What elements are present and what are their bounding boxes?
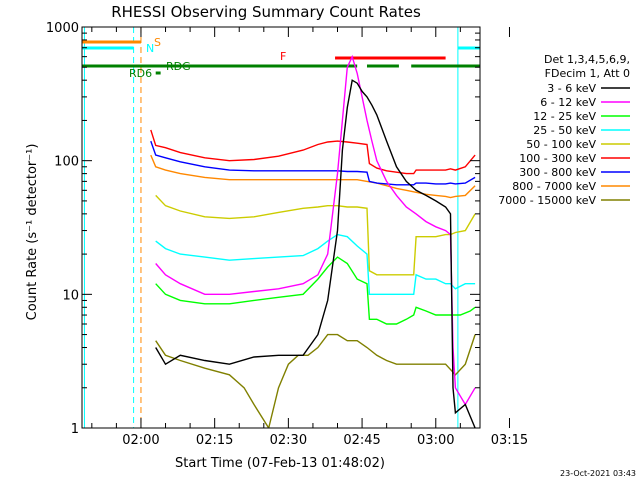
flag-label-s: S — [154, 36, 161, 49]
legend-label-6-12-kev: 6 - 12 keV — [540, 96, 596, 109]
x-tick-label-03-00: 03:00 — [417, 433, 454, 448]
legend-label-25-50-kev: 25 - 50 keV — [533, 124, 596, 137]
legend-label-12-25-kev: 12 - 25 keV — [533, 110, 596, 123]
x-tick-label-02-00: 02:00 — [122, 433, 159, 448]
series-line-3-6-kev — [155, 79, 476, 428]
series-line-7000-15000-kev — [155, 333, 476, 428]
series-line-300-800-kev — [150, 140, 476, 186]
legend-label-7000-15000-kev: 7000 - 15000 keV — [498, 194, 596, 207]
series-line-800-7000-kev — [150, 154, 476, 199]
footer-timestamp: 23-Oct-2021 03:43 — [560, 469, 636, 478]
x-tick-label-03-15: 03:15 — [491, 433, 528, 448]
flag-label-rd6: RD6 — [129, 67, 152, 80]
y-tick-label-100: 100 — [54, 155, 79, 170]
chart-title: RHESSI Observing Summary Count Rates — [111, 3, 421, 21]
series-line-100-300-kev — [150, 129, 476, 175]
legend-header-line-2: FDecim 1, Att 0 — [545, 67, 630, 80]
x-tick-label-02-30: 02:30 — [270, 433, 307, 448]
x-tick-label-02-15: 02:15 — [196, 433, 233, 448]
series-line-50-100-kev — [155, 194, 476, 276]
x-tick-label-02-45: 02:45 — [343, 433, 380, 448]
legend-label-3-6-kev: 3 - 6 keV — [547, 82, 596, 95]
y-axis-label: Count Rate (s⁻¹ detector⁻¹) — [25, 144, 40, 321]
flag-label-rdg: RDG — [166, 60, 191, 73]
x-axis-label: Start Time (07-Feb-13 01:48:02) — [175, 456, 385, 471]
y-tick-label-1000: 1000 — [46, 21, 79, 36]
legend-header-line-1: Det 1,3,4,5,6,9, — [544, 53, 630, 66]
flag-label-f: F — [280, 50, 286, 63]
flag-label-n: N — [146, 42, 154, 55]
y-tick-label-10: 10 — [62, 288, 79, 303]
series-line-6-12-kev — [155, 54, 476, 406]
plot-frame — [81, 26, 481, 429]
series-line-12-25-kev — [155, 256, 476, 325]
y-tick-label-1: 1 — [71, 422, 79, 437]
series-line-25-50-kev — [155, 233, 476, 295]
plot-area: SN F RD6 RDG 1 10 100 1000 02:00 02:15 02:30 02:45 0… — [46, 21, 528, 448]
legend-label-100-300-kev: 100 - 300 keV — [519, 152, 596, 165]
legend-label-300-800-kev: 300 - 800 keV — [519, 166, 596, 179]
legend-label-50-100-kev: 50 - 100 keV — [526, 138, 596, 151]
legend-label-800-7000-kev: 800 - 7000 keV — [512, 180, 596, 193]
